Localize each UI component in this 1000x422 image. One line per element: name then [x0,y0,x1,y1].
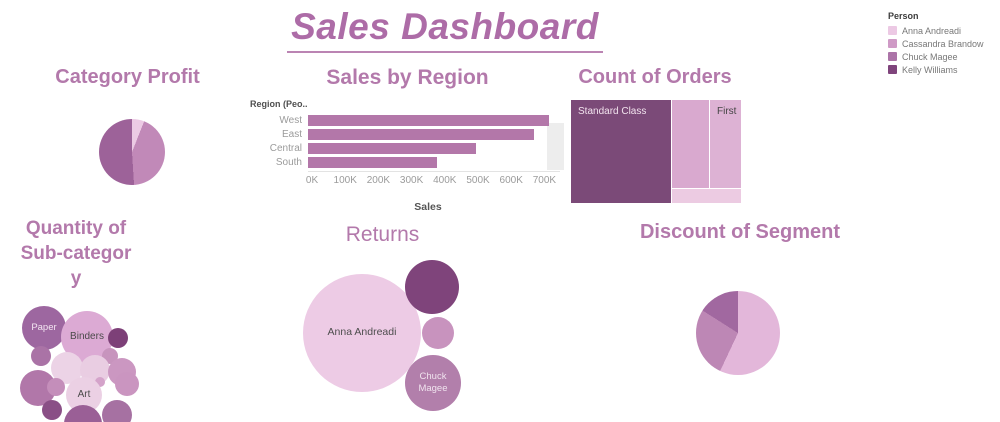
returns-title: Returns [345,223,420,246]
person-legend: Person Anna Andreadi Cassandra Brandow Chu… [888,11,984,76]
bar-row-west: West [250,115,570,126]
bubble-unlabeled[interactable] [95,377,105,387]
bar-west[interactable] [308,115,549,126]
x-axis: 0K 100K 200K 300K 400K 500K 600K 700K [305,171,560,186]
bar-row-east: East [250,129,570,140]
legend-item-anna-andreadi[interactable]: Anna Andreadi [888,24,984,37]
x-axis-tick: 100K [333,175,357,186]
treemap-node-label: Standard Class [578,106,647,117]
x-axis-tick: 400K [433,175,457,186]
legend-title: Person [888,11,919,21]
highlight-band [547,123,564,170]
dashboard-title: Sales Dashboard [278,6,612,53]
discount-of-segment-pie[interactable] [696,291,780,375]
x-axis-tick: 200K [366,175,391,186]
returns-bubbles: Anna Andreadi Chuck Magee [280,255,500,422]
quantity-subcategory-title: Quantity of Sub-categor y [20,218,132,289]
legend-swatch-cassandra-brandow [888,39,897,48]
bubble-unlabeled[interactable] [115,372,139,396]
bar-row-central: Central [250,143,570,154]
legend-swatch-anna-andreadi [888,26,897,35]
bubble-unlabeled[interactable] [47,378,65,396]
bubble-unlabeled[interactable] [42,400,62,420]
bar-rows: West East Central South [250,115,570,168]
legend-item-kelly-williams[interactable]: Kelly Williams [888,63,984,76]
treemap-node-label: First [717,106,737,117]
x-axis-tick: 500K [466,175,490,186]
x-axis-tick: 600K [499,175,523,186]
x-axis-label: Sales [414,201,442,213]
treemap-node-unlabeled[interactable] [672,189,741,203]
legend-label: Anna Andreadi [902,25,962,36]
bubble-anna-andreadi[interactable]: Anna Andreadi [303,274,421,392]
bubble-label: Art [77,388,91,400]
x-axis-tick: 300K [399,175,424,186]
legend-label: Cassandra Brandow [902,38,984,49]
bubble-unlabeled[interactable] [64,405,102,422]
bar-east[interactable] [308,129,534,140]
legend-swatch-kelly-williams [888,65,897,74]
bubble-paper[interactable]: Paper [22,306,66,350]
sales-by-region-title: Sales by Region [326,66,489,89]
bubble-label: Paper [31,322,57,334]
legend-label: Chuck Magee [902,51,958,62]
row-axis-header: Region (Peo.. [250,99,308,109]
category-profit-pie[interactable] [99,119,165,185]
count-of-orders-title: Count of Orders [578,66,732,88]
count-of-orders-treemap: Standard Class First [571,100,741,204]
x-axis-tick: 0K [305,175,319,186]
bubble-unlabeled[interactable] [422,317,454,349]
bar-category-label: East [281,129,302,140]
bar-category-label: Central [269,143,302,154]
x-axis-tick: 700K [532,175,557,186]
bubble-label: Binders [70,330,104,342]
bubble-unlabeled[interactable] [405,260,459,314]
treemap-node-standard-class[interactable]: Standard Class [571,100,671,203]
legend-label: Kelly Williams [902,64,958,75]
bar-category-label: South [275,157,302,168]
sales-by-region-chart: Region (Peo.. West East Central South 0K 100… [250,99,570,213]
bubble-unlabeled[interactable] [108,328,128,348]
dashboard-title-text: Sales Dashboard [287,6,603,53]
discount-of-segment-title: Discount of Segment [639,221,840,243]
bubble-chuck-magee[interactable]: Chuck Magee [405,355,461,411]
bubble-unlabeled[interactable] [31,346,51,366]
treemap-node-first[interactable]: First [710,100,741,188]
legend-swatch-chuck-magee [888,52,897,61]
quantity-subcategory-bubbles: Paper Binders Art [0,280,170,422]
bar-category-label: West [279,115,302,126]
legend-item-chuck-magee[interactable]: Chuck Magee [888,50,984,63]
treemap-node-unlabeled[interactable] [672,100,709,188]
bubble-label: Chuck Magee [418,371,448,394]
bar-south[interactable] [308,157,438,168]
legend-item-cassandra-brandow[interactable]: Cassandra Brandow [888,37,984,50]
bar-central[interactable] [308,143,476,154]
category-profit-title: Category Profit [55,66,200,88]
bar-row-south: South [250,157,570,168]
legend-items: Anna Andreadi Cassandra Brandow Chuck Mage… [888,24,984,76]
bubble-label: Anna Andreadi [327,326,397,339]
bubble-unlabeled[interactable] [102,400,132,422]
